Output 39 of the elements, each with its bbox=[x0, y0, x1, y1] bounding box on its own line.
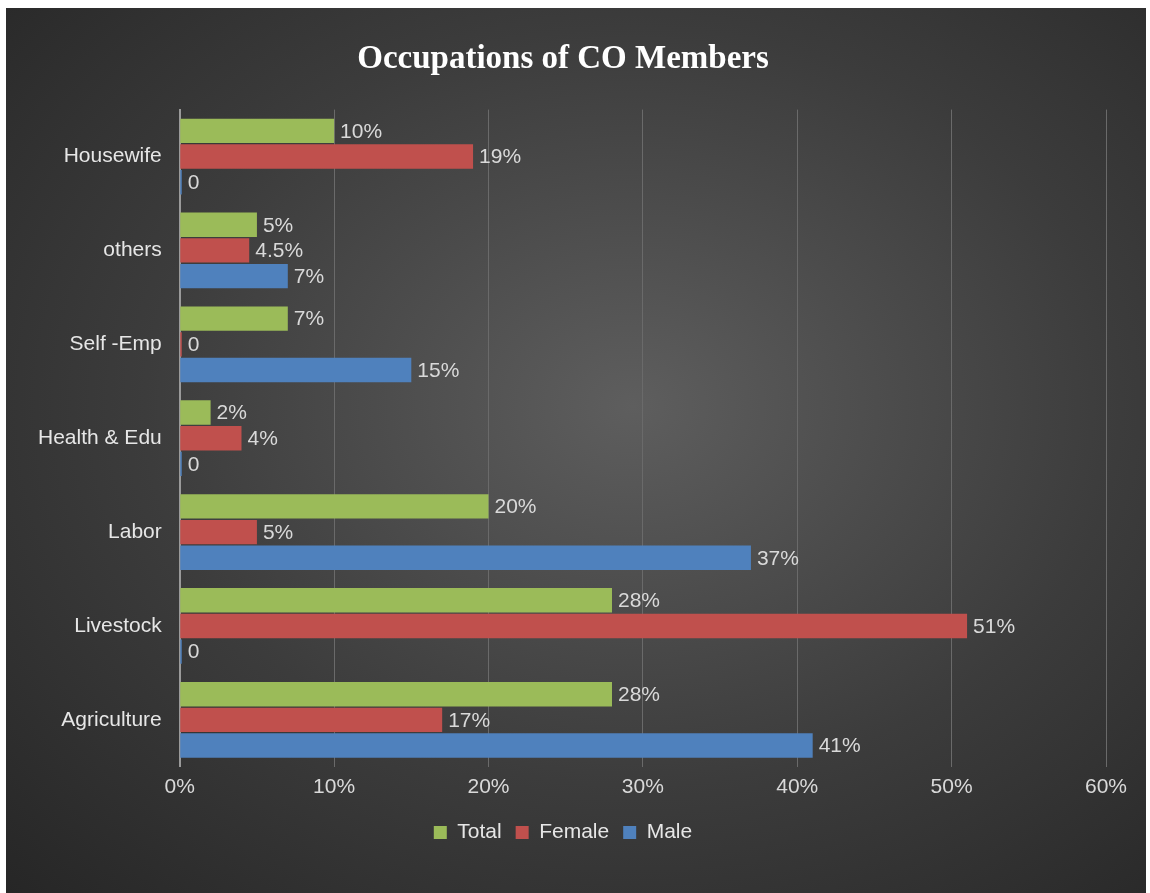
y-tick-label: Housewife bbox=[63, 143, 162, 167]
data-label: 28% bbox=[618, 588, 661, 612]
y-tick-label: Health & Edu bbox=[37, 425, 162, 448]
data-label: 28% bbox=[618, 681, 661, 705]
data-label: 19% bbox=[479, 144, 522, 168]
data-label: 4% bbox=[247, 426, 278, 449]
y-tick-label: others bbox=[103, 237, 162, 261]
x-tick-label: 50% bbox=[930, 774, 973, 798]
x-tick-label: 0% bbox=[164, 774, 195, 798]
data-label: 2% bbox=[216, 400, 247, 424]
data-label: 7% bbox=[293, 263, 325, 287]
legend-label: Total bbox=[457, 819, 502, 843]
x-tick-label: 10% bbox=[313, 774, 356, 798]
data-label: 51% bbox=[973, 613, 1016, 637]
data-label: 17% bbox=[448, 707, 491, 731]
data-label: 5% bbox=[262, 519, 294, 543]
data-label: 5% bbox=[262, 212, 294, 236]
chart-title: Occupations of CO Members bbox=[357, 39, 769, 76]
y-tick-label: Livestock bbox=[74, 612, 163, 636]
data-label: 0 bbox=[187, 639, 200, 663]
x-tick-label: 20% bbox=[467, 774, 510, 798]
data-label: 20% bbox=[494, 494, 537, 518]
data-label: 15% bbox=[417, 357, 460, 381]
x-tick-label: 30% bbox=[621, 774, 664, 798]
x-tick-label: 40% bbox=[776, 774, 819, 798]
y-tick-label: Labor bbox=[108, 518, 162, 542]
data-label: 0 bbox=[187, 332, 200, 356]
data-label: 10% bbox=[340, 118, 383, 142]
data-label: 0 bbox=[187, 170, 200, 193]
data-label: 37% bbox=[756, 545, 799, 569]
y-tick-label: Agriculture bbox=[61, 706, 162, 730]
x-tick-label: 60% bbox=[1084, 774, 1128, 798]
y-tick-label: Self -Emp bbox=[69, 331, 162, 355]
data-label: 0 bbox=[187, 451, 200, 475]
legend-label: Male bbox=[646, 819, 693, 843]
data-label: 4.5% bbox=[255, 238, 304, 262]
legend-label: Female bbox=[539, 819, 610, 843]
data-label: 7% bbox=[293, 306, 325, 330]
data-label: 41% bbox=[818, 733, 861, 757]
